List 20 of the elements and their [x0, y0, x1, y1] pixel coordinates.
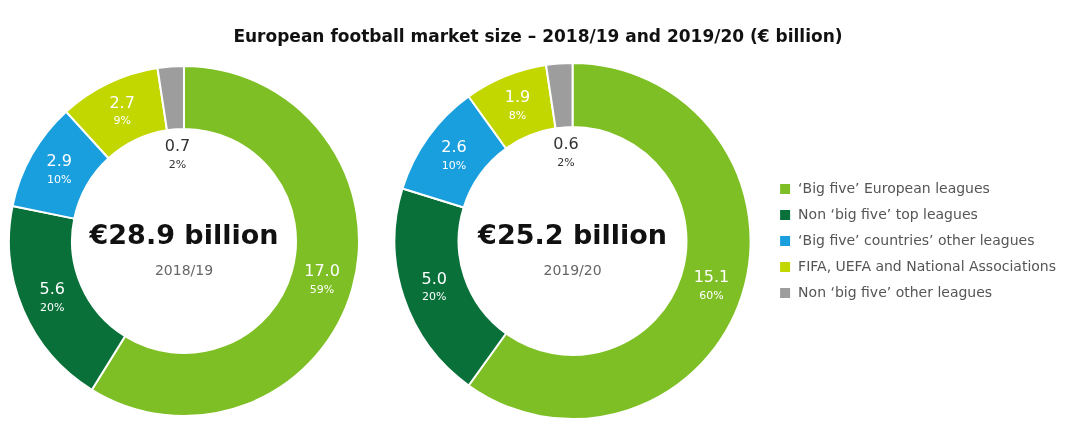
legend-label: ‘Big five’ countries’ other leagues: [798, 231, 1035, 248]
legend-label: FIFA, UEFA and National Associations: [798, 257, 1057, 274]
legend-label: Non ‘big five’ other leagues: [798, 283, 993, 300]
data-label: 1.9 8%: [504, 86, 531, 122]
data-label: 5.0 20%: [421, 268, 447, 304]
data-label: 17.0 59%: [304, 261, 340, 297]
text: 2018/19: [154, 261, 214, 278]
legend-label: ‘Big five’ European leagues: [798, 179, 990, 196]
data-label: 0.6 2%: [553, 134, 579, 170]
text: European football market size – 2018/19 and 2019/20 (€ billion): [232, 25, 844, 48]
data-label: 2.9 10%: [46, 151, 72, 187]
text: 2019/20: [543, 261, 602, 278]
legend-label: Non ‘big five’ top leagues: [798, 205, 978, 222]
data-label: 5.6 20%: [39, 279, 65, 314]
text: €28.9 billion: [88, 219, 279, 251]
data-label: 15.1 60%: [693, 266, 730, 302]
text: €25.2 billion: [477, 219, 668, 251]
data-label: 2.6 10%: [441, 136, 467, 172]
data-label: 2.7 9%: [109, 92, 135, 128]
data-label: 0.7 2%: [164, 136, 191, 172]
